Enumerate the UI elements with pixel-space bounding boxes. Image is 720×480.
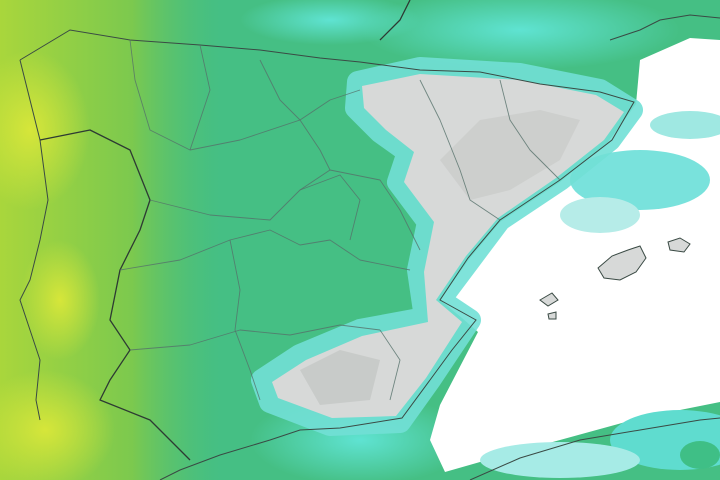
country-border bbox=[39, 129, 191, 461]
precip-spot bbox=[20, 240, 100, 360]
coastline bbox=[19, 59, 49, 421]
sea-dry bbox=[430, 38, 720, 472]
region-border bbox=[119, 229, 411, 271]
precip-patch bbox=[680, 441, 720, 469]
precip-patch bbox=[480, 442, 640, 478]
precip-patch bbox=[570, 150, 710, 210]
relief-shade bbox=[300, 350, 380, 405]
coastline bbox=[469, 417, 720, 480]
region-border bbox=[149, 169, 421, 251]
region-border bbox=[189, 44, 211, 151]
region-border bbox=[129, 324, 381, 351]
region-border bbox=[379, 329, 401, 401]
coastline bbox=[609, 14, 720, 41]
precip-spot bbox=[0, 50, 90, 210]
island bbox=[539, 292, 559, 307]
region-border bbox=[259, 59, 331, 171]
precip-patch bbox=[650, 111, 720, 139]
region-border bbox=[499, 79, 561, 181]
region-border bbox=[419, 79, 501, 221]
country-border bbox=[379, 0, 411, 41]
precip-spot bbox=[0, 370, 115, 480]
island bbox=[667, 237, 691, 253]
precip-spot bbox=[240, 0, 420, 45]
region-border bbox=[129, 39, 361, 151]
relief-shade bbox=[440, 110, 580, 200]
region-border bbox=[229, 239, 261, 401]
precip-patch bbox=[560, 197, 640, 233]
island bbox=[597, 245, 647, 281]
region-border bbox=[299, 174, 361, 241]
precip-spot bbox=[360, 0, 680, 70]
island bbox=[547, 311, 557, 320]
